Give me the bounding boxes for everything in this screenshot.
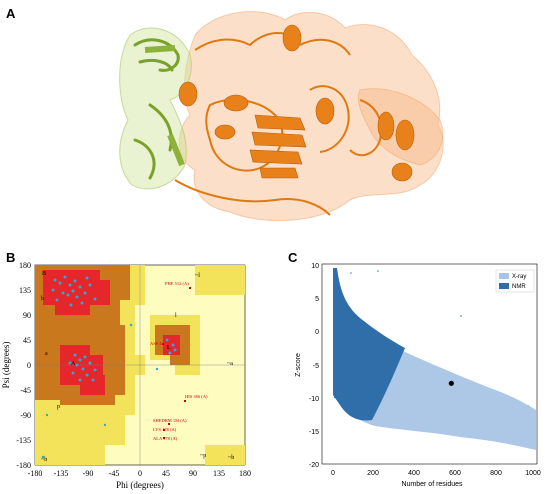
region-label: ~a (227, 361, 233, 367)
legend: X-ray NMR (495, 269, 535, 293)
ytick-c: 10 (311, 263, 319, 270)
xtick-c: 0 (331, 470, 335, 477)
region-label: b (41, 296, 44, 302)
residue-label: SHEDRM 1M (A) (153, 418, 187, 423)
region-label: ~l (195, 273, 200, 279)
legend-swatch-xray (499, 273, 509, 279)
region-label: ~p (200, 453, 206, 459)
region-label: ~b (228, 455, 234, 461)
residue-label: LYS 178 (A) (153, 427, 177, 432)
ytick-c: 5 (315, 296, 319, 303)
ytick-c: -5 (313, 363, 319, 370)
legend-label: NMR (512, 284, 526, 290)
xtick-c: 1000 (525, 470, 541, 477)
ytick-c: 0 (315, 329, 319, 336)
residue-label: PHE 512 (A) (165, 281, 189, 286)
residue-label: ASP 4 (150, 341, 162, 346)
panel-a-label: A (6, 6, 16, 21)
xtick-c: 600 (449, 470, 461, 477)
y-axis-label-c: Z-score (295, 353, 302, 377)
xtick-c: 800 (490, 470, 502, 477)
xtick-c: 200 (367, 470, 379, 477)
protein-structure-figure: PHE 512 (A) ASP 4 HIS 366 (A) SHEDRM 1M … (34, 11, 444, 466)
legend-swatch-nmr (499, 283, 509, 289)
x-axis-label-c: Number of residues (401, 481, 463, 488)
legend-label: X-ray (512, 274, 526, 280)
region-label: a (45, 351, 48, 357)
region-label: l (175, 313, 177, 319)
region-label: A (71, 361, 76, 367)
ytick-c: -15 (309, 429, 319, 436)
panel-b-label: B (6, 250, 16, 265)
xtick-c: 400 (408, 470, 420, 477)
residue-label: ALA 178 (A) (153, 436, 178, 441)
highlight-point (448, 380, 454, 386)
residue-label: HIS 366 (A) (185, 394, 208, 399)
ytick-c: -10 (309, 396, 319, 403)
region-label: ~b (41, 457, 47, 463)
region-label: B (42, 271, 46, 277)
region-label: p (57, 404, 60, 410)
panel-c-label: C (288, 250, 298, 265)
region-label: L (167, 345, 171, 351)
ramachandran-plot: PHE 512 (A) ASP 4 HIS 366 (A) SHEDRM 1M … (34, 264, 246, 466)
ytick-c: -20 (309, 462, 319, 469)
